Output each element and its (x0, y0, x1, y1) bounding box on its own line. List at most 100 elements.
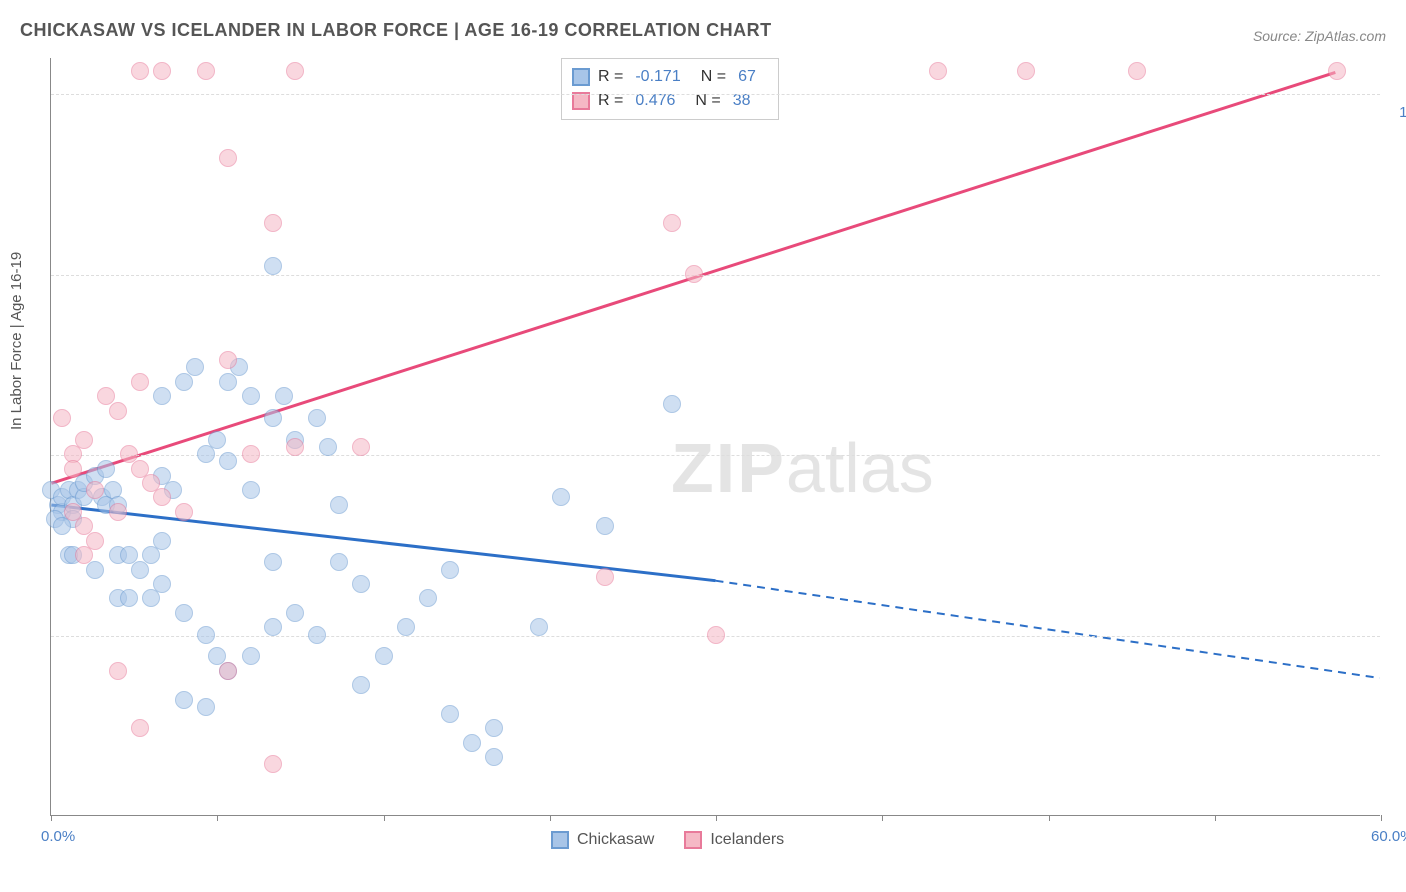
data-point (153, 62, 171, 80)
data-point (352, 575, 370, 593)
data-point (1017, 62, 1035, 80)
x-tick (716, 815, 717, 821)
watermark-rest: atlas (786, 429, 934, 507)
data-point (397, 618, 415, 636)
data-point (375, 647, 393, 665)
y-tick-label: 25.0% (1390, 646, 1406, 663)
data-point (131, 719, 149, 737)
y-tick-label: 75.0% (1390, 285, 1406, 302)
data-point (485, 719, 503, 737)
trend-line (51, 505, 715, 581)
data-point (286, 604, 304, 622)
data-point (530, 618, 548, 636)
data-point (175, 604, 193, 622)
series-legend: Chickasaw Icelanders (551, 831, 784, 849)
data-point (264, 618, 282, 636)
data-point (308, 626, 326, 644)
data-point (219, 452, 237, 470)
data-point (242, 647, 260, 665)
legend-label: Chickasaw (577, 831, 654, 849)
correlation-legend: R = -0.171 N = 67 R =0.476N =38 (561, 58, 779, 120)
data-point (707, 626, 725, 644)
data-point (330, 496, 348, 514)
data-point (463, 734, 481, 752)
chart-container: CHICKASAW VS ICELANDER IN LABOR FORCE | … (0, 0, 1406, 892)
data-point (264, 755, 282, 773)
legend-swatch (684, 831, 702, 849)
x-tick (550, 815, 551, 821)
legend-row: R =0.476N =38 (572, 89, 768, 113)
r-label: R = (598, 68, 623, 86)
data-point (97, 460, 115, 478)
x-tick (1049, 815, 1050, 821)
r-value: -0.171 (635, 68, 680, 86)
legend-item: Chickasaw (551, 831, 654, 849)
x-tick (1381, 815, 1382, 821)
data-point (552, 488, 570, 506)
data-point (929, 62, 947, 80)
data-point (219, 149, 237, 167)
grid-line (51, 94, 1380, 95)
x-tick (51, 815, 52, 821)
legend-swatch (551, 831, 569, 849)
data-point (64, 460, 82, 478)
data-point (352, 438, 370, 456)
data-point (153, 575, 171, 593)
data-point (286, 62, 304, 80)
grid-line (51, 275, 1380, 276)
data-point (53, 409, 71, 427)
y-axis-label: In Labor Force | Age 16-19 (8, 252, 25, 430)
data-point (352, 676, 370, 694)
data-point (441, 561, 459, 579)
x-tick-label: 0.0% (41, 828, 75, 845)
data-point (264, 257, 282, 275)
data-point (441, 705, 459, 723)
data-point (264, 214, 282, 232)
n-label: N = (701, 68, 726, 86)
data-point (86, 561, 104, 579)
data-point (197, 62, 215, 80)
data-point (319, 438, 337, 456)
data-point (264, 409, 282, 427)
y-tick-label: 50.0% (1390, 465, 1406, 482)
data-point (275, 387, 293, 405)
y-tick-label: 100.0% (1390, 104, 1406, 121)
legend-item: Icelanders (684, 831, 784, 849)
chart-title: CHICKASAW VS ICELANDER IN LABOR FORCE | … (20, 20, 772, 41)
data-point (242, 387, 260, 405)
data-point (264, 553, 282, 571)
data-point (219, 351, 237, 369)
source-attribution: Source: ZipAtlas.com (1253, 28, 1386, 44)
data-point (120, 589, 138, 607)
n-value: 67 (738, 68, 756, 86)
data-point (175, 503, 193, 521)
data-point (330, 553, 348, 571)
x-tick (1215, 815, 1216, 821)
data-point (153, 532, 171, 550)
x-tick (384, 815, 385, 821)
data-point (286, 438, 304, 456)
x-tick (882, 815, 883, 821)
data-point (308, 409, 326, 427)
data-point (242, 481, 260, 499)
data-point (75, 431, 93, 449)
data-point (197, 626, 215, 644)
plot-area: ZIPatlas R =-0.171N =67R =0.476N =38 Chi… (50, 58, 1380, 816)
data-point (197, 698, 215, 716)
data-point (208, 431, 226, 449)
data-point (175, 691, 193, 709)
legend-label: Icelanders (710, 831, 784, 849)
x-tick (217, 815, 218, 821)
data-point (596, 568, 614, 586)
data-point (186, 358, 204, 376)
data-point (419, 589, 437, 607)
legend-row: R = -0.171 N = 67 (572, 65, 768, 89)
data-point (131, 373, 149, 391)
data-point (109, 662, 127, 680)
legend-swatch (572, 68, 590, 86)
watermark: ZIPatlas (671, 428, 934, 508)
data-point (109, 402, 127, 420)
data-point (1128, 62, 1146, 80)
watermark-bold: ZIP (671, 429, 786, 507)
trend-line-extrapolated (716, 581, 1380, 678)
